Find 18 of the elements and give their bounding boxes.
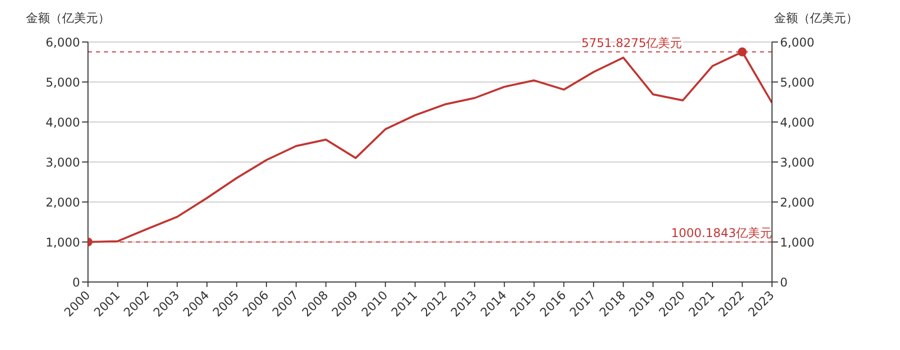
y-tick-label: 6,000 xyxy=(46,35,80,50)
y-tick-label: 4,000 xyxy=(46,115,80,130)
y2-tick-label: 6,000 xyxy=(780,35,814,50)
y2-tick-label: 3,000 xyxy=(780,155,814,170)
y-tick-label: 3,000 xyxy=(46,155,80,170)
y2-axis-title: 金额（亿美元） xyxy=(774,10,858,27)
y2-tick-label: 5,000 xyxy=(780,75,814,90)
ref-line-label: 1000.1843亿美元 xyxy=(671,226,772,240)
ref-line-label: 5751.8275亿美元 xyxy=(581,36,682,50)
y-tick-label: 0 xyxy=(72,275,80,290)
y2-tick-label: 2,000 xyxy=(780,195,814,210)
y-axis-title: 金额（亿美元） xyxy=(26,10,110,27)
y-tick-label: 2,000 xyxy=(46,195,80,210)
y2-tick-label: 0 xyxy=(780,275,788,290)
y2-tick-label: 4,000 xyxy=(780,115,814,130)
y-tick-label: 1,000 xyxy=(46,235,80,250)
y-tick-label: 5,000 xyxy=(46,75,80,90)
y2-tick-label: 1,000 xyxy=(780,235,814,250)
